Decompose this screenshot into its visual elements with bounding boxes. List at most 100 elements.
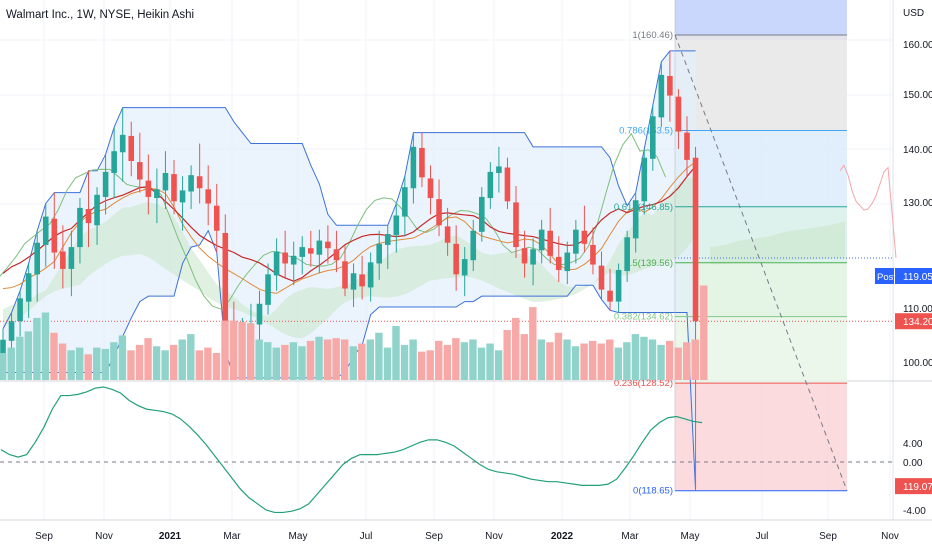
chart-title: Walmart Inc., 1W, NYSE, Heikin Ashi xyxy=(6,9,195,21)
volume-bar xyxy=(400,344,409,380)
volume-bar xyxy=(195,350,204,380)
volume-bar xyxy=(580,343,588,380)
fib-level-label: 0.382(134.62) xyxy=(614,312,673,323)
fib-level-label: 0.236(128.52) xyxy=(614,378,673,389)
candle-body xyxy=(444,226,451,243)
volume-bar xyxy=(187,334,195,380)
time-axis-tick: Jul xyxy=(756,531,769,542)
volume-bar xyxy=(588,340,597,380)
candle-body xyxy=(376,243,382,264)
price-label-bg xyxy=(895,268,932,284)
volume-bar xyxy=(0,353,7,380)
candle-body xyxy=(650,116,656,159)
volume-bar xyxy=(383,347,392,380)
volume-bar xyxy=(281,344,289,380)
volume-bar xyxy=(221,320,229,380)
volume-bar xyxy=(392,326,400,380)
volume-bar xyxy=(614,347,622,380)
volume-axis-tick: 100.00 xyxy=(903,358,932,369)
candle-body xyxy=(77,207,83,248)
volume-bar xyxy=(264,342,272,380)
fib-level-label: 0.5(139.56) xyxy=(624,258,673,269)
candle-body xyxy=(128,135,135,161)
volume-bar xyxy=(358,343,366,380)
volume-bar xyxy=(332,338,340,380)
candle-body xyxy=(359,274,365,287)
candle-body xyxy=(102,171,109,197)
candle-body xyxy=(8,321,15,341)
volume-bar xyxy=(571,346,580,380)
volume-bar xyxy=(631,334,640,380)
time-axis-tick: 2021 xyxy=(159,531,182,542)
volume-bar xyxy=(349,346,357,380)
price-label: 119.05 xyxy=(903,272,932,283)
volume-bar xyxy=(460,342,469,380)
volume-bar xyxy=(323,339,332,380)
candle-body xyxy=(692,157,699,322)
volume-bar xyxy=(7,347,15,380)
candle-body xyxy=(632,200,639,239)
volume-bar xyxy=(272,347,280,380)
candle-body xyxy=(504,167,511,202)
price-axis-tick: 140.00 xyxy=(903,145,932,156)
candle-body xyxy=(213,205,220,231)
candle-body xyxy=(119,134,126,153)
candle-body xyxy=(171,174,177,202)
volume-bar xyxy=(75,347,84,380)
volume-bar xyxy=(409,339,417,380)
volume-bar xyxy=(443,344,451,380)
candle-body xyxy=(419,147,425,178)
price-label-bg xyxy=(895,478,932,495)
candle-body xyxy=(624,237,630,272)
candle-body xyxy=(60,251,66,269)
fib-zone xyxy=(675,34,847,131)
candle-body xyxy=(367,262,374,288)
volume-bar xyxy=(33,317,41,380)
volume-bar xyxy=(161,350,169,380)
donchian-lower xyxy=(3,229,697,491)
volume-bar xyxy=(512,317,520,380)
volume-bar xyxy=(683,342,691,380)
time-axis-tick: Sep xyxy=(425,531,443,542)
candle-body xyxy=(410,146,417,189)
candle-body xyxy=(641,157,648,202)
candle-body xyxy=(547,230,553,256)
fib-zone xyxy=(675,130,847,207)
candle-body xyxy=(308,248,314,254)
volume-bar xyxy=(674,347,682,380)
candle-body xyxy=(196,176,203,189)
volume-bar xyxy=(178,339,186,380)
candle-body xyxy=(538,229,545,251)
volume-bar xyxy=(289,342,298,380)
volume-bar xyxy=(665,340,674,380)
volume-bar xyxy=(623,342,631,380)
volume-axis-tick: 110.00 xyxy=(903,304,932,315)
candle-body xyxy=(496,166,502,173)
candle-body xyxy=(42,216,49,245)
volume-bar xyxy=(24,331,33,380)
candle-body xyxy=(598,265,605,290)
volume-bar xyxy=(366,339,375,380)
candle-body xyxy=(222,232,229,326)
candle-body xyxy=(530,249,536,265)
candle-body xyxy=(684,132,690,160)
price-axis-tick: 150.00 xyxy=(903,90,932,101)
candle-body xyxy=(461,259,468,276)
oscillator-axis-tick: 4.00 xyxy=(903,439,923,450)
volume-bar xyxy=(246,323,255,380)
volume-bar xyxy=(170,344,178,380)
volume-bar xyxy=(503,330,511,380)
candle-body xyxy=(316,240,323,255)
candle-body xyxy=(282,252,288,264)
price-axis-tick: 130.00 xyxy=(903,198,932,209)
candle-body xyxy=(51,218,58,253)
candle-body xyxy=(111,151,117,173)
candle-body xyxy=(350,273,357,290)
future-trail-line xyxy=(839,164,897,259)
projection-shade-top xyxy=(675,0,847,40)
candle-body xyxy=(205,189,211,204)
volume-bar xyxy=(118,335,127,380)
volume-bar xyxy=(110,342,118,380)
candle-body xyxy=(581,230,588,244)
candle-body xyxy=(299,247,306,257)
